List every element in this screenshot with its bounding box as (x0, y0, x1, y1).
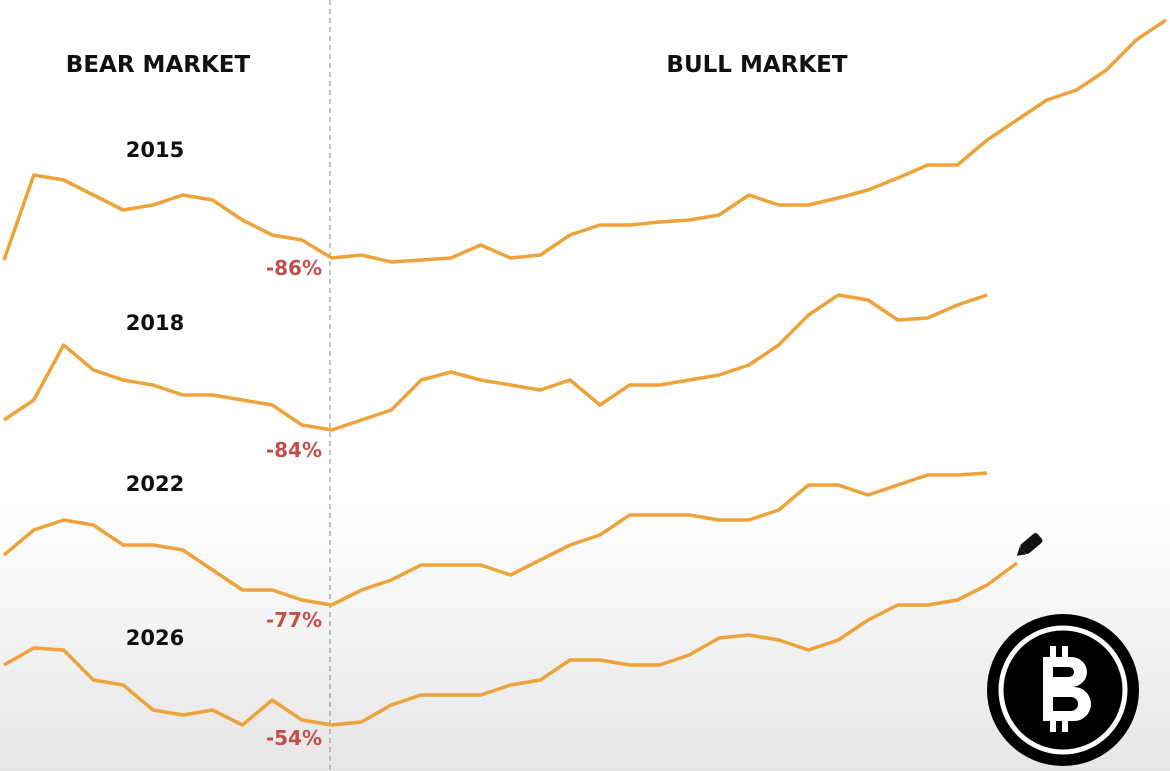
lines (2, 18, 1167, 727)
year-label: 2022 (126, 472, 184, 496)
drawdown-label: -77% (266, 608, 322, 632)
price-line (2, 471, 988, 607)
year-label: 2018 (126, 311, 184, 335)
year-label: 2026 (126, 626, 184, 650)
bitcoin-logo (987, 614, 1139, 766)
drawdown-label: -84% (266, 438, 322, 462)
pen-icon (1016, 533, 1043, 556)
price-line (3, 293, 988, 432)
price-line (2, 18, 1167, 264)
year-label: 2015 (126, 138, 184, 162)
price-line (3, 561, 1019, 727)
drawdown-label: -86% (266, 256, 322, 280)
bear-label: BEAR MARKET (66, 52, 251, 78)
drawdown-label: -54% (266, 726, 322, 750)
bull-label: BULL MARKET (666, 52, 847, 78)
